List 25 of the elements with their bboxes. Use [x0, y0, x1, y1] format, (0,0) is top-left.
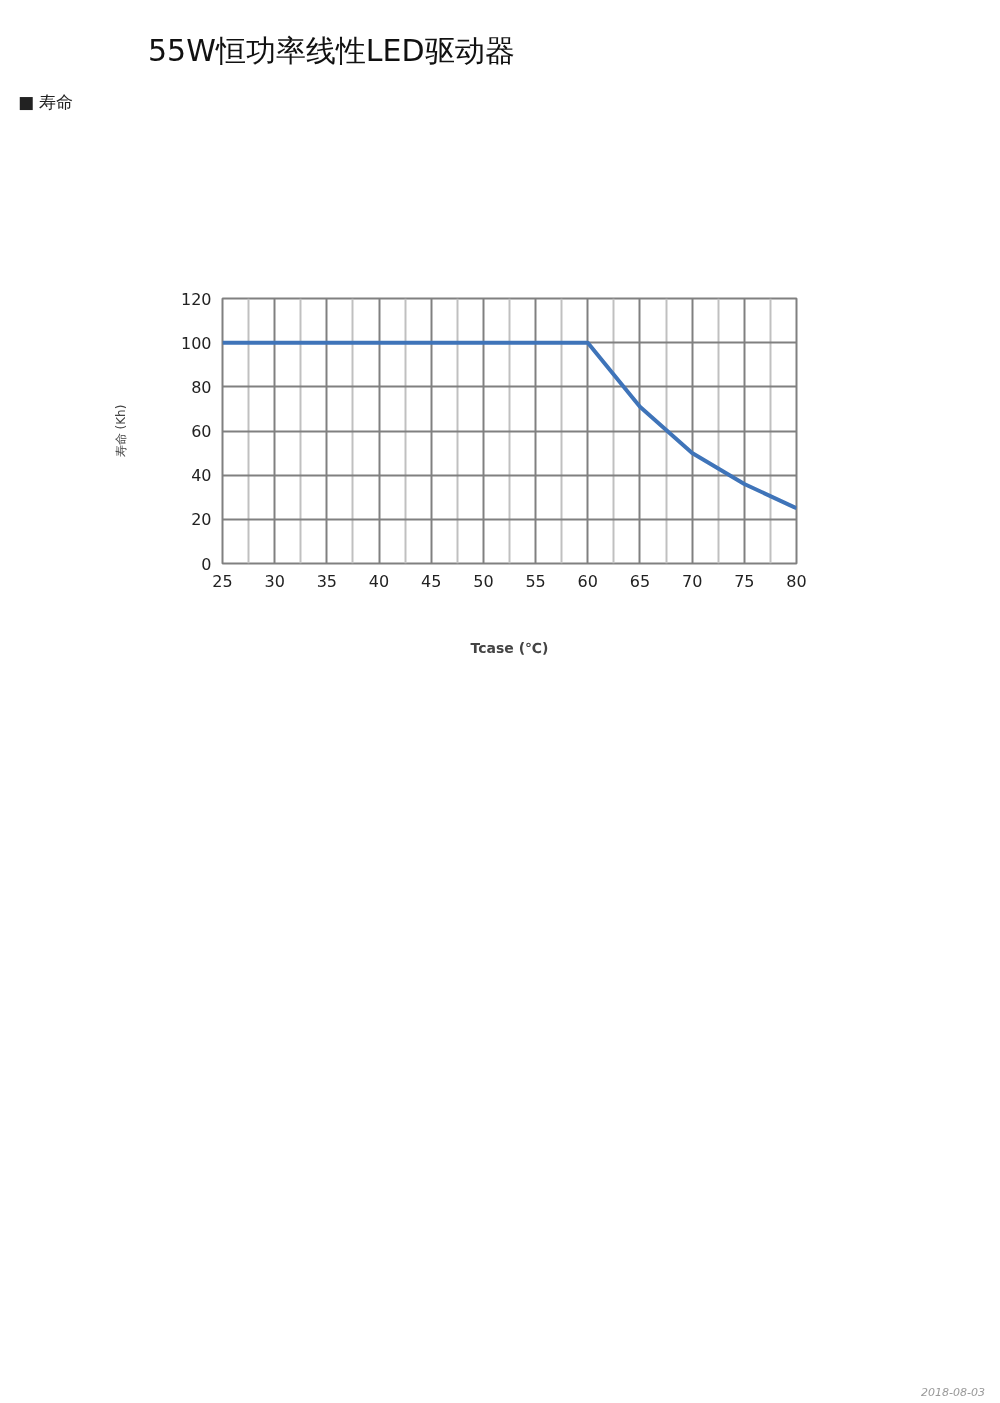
y-tick-label: 40	[191, 466, 212, 486]
x-tick-label: 70	[681, 571, 703, 591]
line-series	[222, 340, 797, 511]
x-tick-label: 75	[734, 571, 755, 591]
x-tick-label: 25	[212, 571, 233, 591]
x-tick-label: 35	[316, 571, 338, 591]
x-tick-label: 80	[786, 571, 807, 591]
chart-title: 55W恒功率线性LED驱动器	[148, 32, 515, 70]
x-tick-label: 55	[525, 571, 546, 591]
y-tick-label: 20	[191, 510, 212, 530]
text: ■ 寿命	[18, 91, 74, 114]
x-axis-title: Tcase (℃)	[470, 639, 549, 656]
text: 2018-08-03	[921, 1385, 985, 1401]
x-tick-label: 65	[629, 571, 651, 591]
y-tick-label: 100	[180, 333, 212, 353]
y-tick-label: 0	[201, 554, 212, 574]
y-tick-label: 80	[191, 377, 212, 397]
x-tick-label: 40	[368, 571, 390, 591]
x-tick-label: 50	[473, 571, 494, 591]
y-axis-title: 寿命 (Kh)	[113, 404, 128, 458]
y-tick-label: 120	[180, 289, 212, 309]
x-tick-label: 30	[264, 571, 285, 591]
x-tick-label: 60	[577, 571, 598, 591]
y-tick-label: 60	[191, 422, 212, 441]
x-tick-label: 45	[421, 571, 442, 591]
